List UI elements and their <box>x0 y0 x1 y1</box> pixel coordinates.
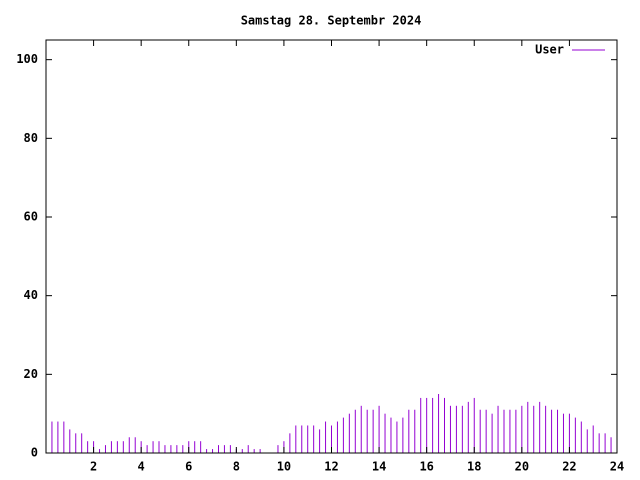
y-tick-label: 60 <box>24 210 38 224</box>
x-tick-label: 22 <box>562 460 576 474</box>
x-tick-label: 24 <box>610 460 624 474</box>
x-tick-label: 18 <box>467 460 481 474</box>
x-tick-label: 4 <box>138 460 145 474</box>
y-tick-label: 20 <box>24 367 38 381</box>
y-tick-label: 80 <box>24 131 38 145</box>
x-tick-label: 6 <box>185 460 192 474</box>
x-tick-label: 16 <box>419 460 433 474</box>
x-tick-label: 12 <box>324 460 338 474</box>
x-tick-label: 8 <box>233 460 240 474</box>
x-tick-label: 14 <box>372 460 386 474</box>
y-tick-label: 40 <box>24 288 38 302</box>
x-tick-label: 20 <box>515 460 529 474</box>
x-tick-label: 2 <box>90 460 97 474</box>
x-tick-label: 10 <box>277 460 291 474</box>
y-tick-label: 0 <box>31 446 38 460</box>
chart-title: Samstag 28. Septembr 2024 <box>241 14 422 28</box>
legend-label: User <box>535 43 564 57</box>
y-tick-label: 100 <box>16 52 38 66</box>
